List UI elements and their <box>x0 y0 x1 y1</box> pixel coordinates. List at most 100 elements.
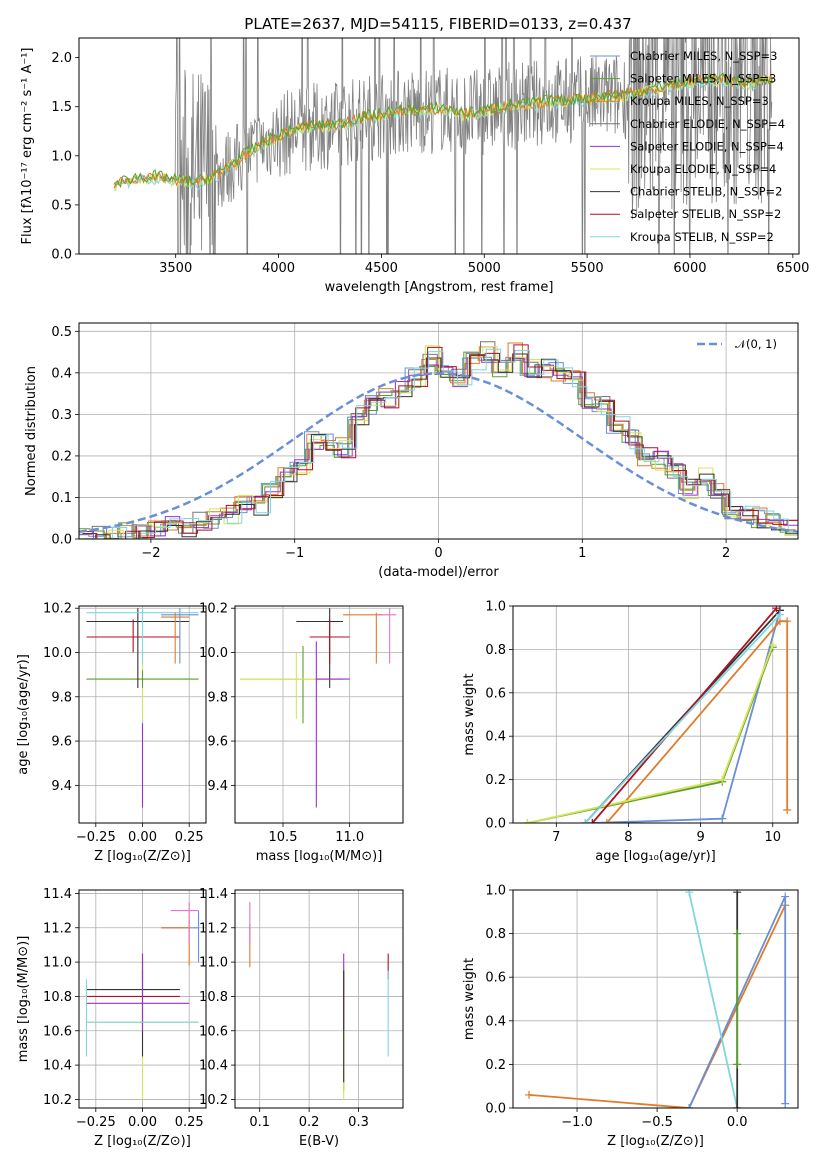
weight-marker <box>685 890 694 897</box>
y-tick-label: 0.6 <box>485 686 506 701</box>
y-tick-label: 10.2 <box>43 1093 72 1108</box>
weight-line-kroupa_stelib <box>688 892 739 1108</box>
y-tick-label: 10.2 <box>199 602 228 617</box>
figure-title: PLATE=2637, MJD=54115, FIBERID=0133, z=0… <box>244 15 631 33</box>
x-tick-label: 9 <box>696 830 704 845</box>
x-tick-label: −1 <box>285 546 304 561</box>
x-tick-label: 7 <box>552 830 560 845</box>
panel-spectrum: 3500 4000 4500 5000 5500 6000 6500 0.0 0.5 1.0 1.5… <box>20 37 809 295</box>
weight-marker <box>733 1104 742 1108</box>
weight-line-kroupa_miles <box>528 904 787 1108</box>
x-axis-label: Z [log₁₀(Z/Z⊙)] <box>94 1134 191 1149</box>
histogram-kroupa_stelib <box>83 348 798 539</box>
weight-marker <box>783 617 792 626</box>
y-tick-label: 0.8 <box>485 643 506 658</box>
x-tick-label: 0.0 <box>727 1115 748 1130</box>
y-axis-label: Flux [fλ10⁻¹⁷ erg cm⁻² s⁻¹ A⁻¹] <box>20 48 35 245</box>
weight-line-salpeter_stelib <box>591 607 778 823</box>
legend-entry: Salpeter ELODIE, N_SSP=4 <box>630 139 784 153</box>
y-tick-label: 0.3 <box>51 408 72 423</box>
y-tick-label: 0.2 <box>485 773 506 788</box>
y-axis-label: mass weight <box>462 958 477 1040</box>
x-tick-label: −2 <box>141 546 160 561</box>
panel-residuals: −2 −1 0 1 2 0.0 0.1 0.2 0.3 0.4 0.5 (data-model)/er… <box>24 322 799 580</box>
x-tick-label: −1.0 <box>561 1115 593 1130</box>
x-axis-label: mass [log₁₀(M/M⊙)] <box>256 849 383 864</box>
y-tick-label: 10.4 <box>199 1059 228 1074</box>
plot-area <box>86 608 199 808</box>
y-tick-label: 10.8 <box>199 990 228 1005</box>
weight-marker <box>783 805 792 814</box>
y-tick-label: 11.0 <box>199 956 228 971</box>
y-tick-label: 0.4 <box>51 366 72 381</box>
histogram-salpeter_miles <box>79 351 795 539</box>
panel-mass_vs_ebv: 0.1 0.2 0.3 10.2 10.4 10.6 10.8 11.0 11.2 11.4 E(B… <box>199 887 404 1149</box>
weight-marker <box>718 775 727 784</box>
y-tick-label: 10.2 <box>199 1093 228 1108</box>
weight-marker <box>525 1090 534 1099</box>
x-tick-label: −0.25 <box>76 1115 116 1130</box>
x-tick-label: 0.1 <box>249 1115 270 1130</box>
y-tick-label: 9.4 <box>207 779 228 794</box>
histogram-chabrier_miles <box>79 356 794 538</box>
x-tick-label: 2 <box>722 546 730 561</box>
y-tick-label: 1.0 <box>485 600 506 615</box>
panel-weight_vs_Z: −1.0 −0.5 0.0 0.0 0.2 0.4 0.6 0.8 1.0 Z [log₁₀(Z/… <box>462 884 799 1149</box>
histogram-chabrier_stelib <box>81 353 798 539</box>
panel-age_vs_mass: 10.5 11.0 9.4 9.6 9.8 10.0 10.2 mass [log₁₀(M/M… <box>199 602 404 864</box>
legend-entry: Salpeter MILES, N_SSP=3 <box>630 72 776 86</box>
x-tick-label: 10 <box>764 830 781 845</box>
model-line-salpeter_miles <box>113 72 773 189</box>
y-tick-label: 10.0 <box>199 646 228 661</box>
y-tick-label: 9.6 <box>51 735 72 750</box>
x-tick-label: 8 <box>624 830 632 845</box>
y-tick-label: 9.6 <box>207 735 228 750</box>
legend-entry: 𝒩(0, 1) <box>735 337 777 351</box>
axes-frame <box>234 605 404 824</box>
y-tick-label: 0.6 <box>485 971 506 986</box>
x-tick-label: 0.00 <box>128 1115 157 1130</box>
x-tick-label: 0.25 <box>175 1115 204 1130</box>
x-tick-label: 3500 <box>159 261 192 276</box>
x-axis-label: E(B-V) <box>299 1134 339 1149</box>
y-tick-label: 11.4 <box>199 887 228 902</box>
axes-frame <box>78 322 799 540</box>
weight-marker <box>781 892 790 901</box>
x-tick-label: 6000 <box>673 261 706 276</box>
plot-area <box>79 341 798 539</box>
y-tick-label: 9.8 <box>207 690 228 705</box>
y-tick-label: 11.4 <box>43 887 72 902</box>
panel-mass_vs_Z: −0.25 0.00 0.25 10.2 10.4 10.6 10.8 11.0 11.2 11.… <box>16 887 207 1149</box>
plot-area <box>240 608 397 808</box>
x-tick-label: 0.25 <box>175 830 204 845</box>
weight-marker <box>718 814 727 823</box>
y-tick-label: 1.5 <box>51 100 72 115</box>
y-tick-label: 0.4 <box>485 730 506 745</box>
histogram-salpeter_stelib <box>82 344 798 539</box>
weight-marker <box>733 890 742 897</box>
plot-area <box>113 38 773 254</box>
y-axis-label: mass [log₁₀(M/M⊙)] <box>16 936 31 1063</box>
y-axis-label: age [log₁₀(age/yr)] <box>16 654 31 775</box>
x-tick-label: 5000 <box>468 261 501 276</box>
x-tick-label: 4500 <box>365 261 398 276</box>
y-tick-label: 0.0 <box>485 1102 506 1117</box>
y-axis-label: Normed distribution <box>24 366 39 496</box>
weight-marker <box>581 819 590 823</box>
legend-entry: Salpeter STELIB, N_SSP=2 <box>630 207 781 221</box>
y-tick-label: 9.8 <box>51 690 72 705</box>
y-tick-label: 11.2 <box>199 921 228 936</box>
x-axis-label: age [log₁₀(age/yr)] <box>595 849 716 864</box>
x-tick-label: 0.00 <box>128 830 157 845</box>
normal-curve <box>79 372 798 533</box>
weight-marker <box>588 819 597 823</box>
y-tick-label: 1.0 <box>51 149 72 164</box>
y-axis-label: mass weight <box>462 673 477 755</box>
plot-area <box>249 902 389 1100</box>
weight-marker <box>733 1060 742 1069</box>
y-tick-label: 10.0 <box>43 646 72 661</box>
weight-marker <box>685 1104 694 1108</box>
x-tick-label: 11.0 <box>335 830 364 845</box>
axes-frame <box>78 37 800 255</box>
